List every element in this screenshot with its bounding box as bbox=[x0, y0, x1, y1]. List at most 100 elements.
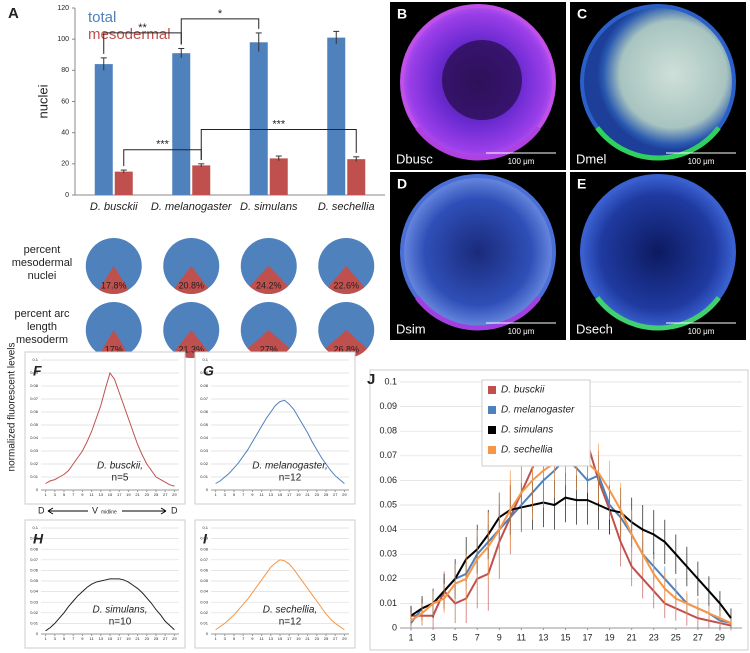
x-tick-label: 3 bbox=[431, 632, 436, 642]
x-tick-label: 19 bbox=[126, 636, 131, 641]
caption-species: D. melanogaster, bbox=[252, 461, 328, 472]
embryo-edge bbox=[595, 126, 721, 161]
y-tick-label: 60 bbox=[61, 98, 69, 105]
caption-n: n=5 bbox=[112, 473, 129, 484]
x-tick-label: 27 bbox=[693, 632, 703, 642]
x-tick-label: 13 bbox=[269, 636, 274, 641]
y-tick-label: 0.07 bbox=[379, 450, 397, 460]
x-tick-label: 19 bbox=[605, 632, 615, 642]
y-tick-label: 0.05 bbox=[30, 422, 39, 427]
x-tick-label: 27 bbox=[333, 492, 338, 497]
x-tick-label: D. sechellia bbox=[318, 201, 375, 213]
micrograph-name: Dsim bbox=[396, 321, 426, 336]
y-tick-label: 20 bbox=[61, 161, 69, 168]
x-tick-label: 5 bbox=[233, 492, 236, 497]
x-tick-label: 5 bbox=[63, 492, 66, 497]
x-tick-label: 9 bbox=[497, 632, 502, 642]
y-tick-label: 0 bbox=[36, 487, 39, 492]
x-tick-label: 3 bbox=[54, 636, 57, 641]
x-tick-label: 21 bbox=[305, 492, 310, 497]
x-tick-label: 11 bbox=[90, 492, 95, 497]
x-tick-label: 23 bbox=[649, 632, 659, 642]
panel-letter: G bbox=[203, 363, 214, 379]
x-tick-label: 17 bbox=[583, 632, 593, 642]
x-tick-label: 5 bbox=[63, 636, 66, 641]
orientation-center: V bbox=[92, 505, 98, 515]
caption-n: n=12 bbox=[279, 617, 302, 628]
pie-slice bbox=[98, 266, 129, 295]
y-axis-label: normalized fluorescent levels bbox=[7, 343, 18, 472]
pie-slice bbox=[173, 330, 209, 358]
y-tick-label: 0.1 bbox=[202, 525, 208, 530]
legend-label: D. melanogaster bbox=[501, 405, 575, 416]
x-tick-label: 23 bbox=[145, 492, 150, 497]
y-tick-label: 120 bbox=[57, 5, 69, 12]
y-tick-label: 0.07 bbox=[30, 396, 39, 401]
y-tick-label: 0.05 bbox=[379, 499, 397, 509]
significance-label: ** bbox=[138, 22, 147, 34]
y-tick-label: 0.05 bbox=[200, 578, 209, 583]
y-tick-label: 0.1 bbox=[384, 376, 397, 386]
x-tick-label: 27 bbox=[163, 636, 168, 641]
series-line bbox=[215, 559, 345, 631]
x-tick-label: 13 bbox=[99, 492, 104, 497]
y-tick-label: 0.08 bbox=[379, 426, 397, 436]
x-tick-label: 21 bbox=[305, 636, 310, 641]
x-tick-label: 17 bbox=[117, 636, 122, 641]
x-tick-label: 1 bbox=[214, 492, 217, 497]
x-tick-label: 1 bbox=[44, 492, 47, 497]
y-tick-label: 0.1 bbox=[32, 525, 38, 530]
y-tick-label: 0.02 bbox=[30, 461, 39, 466]
panel-letter: C bbox=[577, 6, 587, 22]
y-tick-label: 0.08 bbox=[30, 383, 39, 388]
x-tick-label: 7 bbox=[72, 492, 75, 497]
x-tick-label: 1 bbox=[214, 636, 217, 641]
x-tick-label: 3 bbox=[224, 492, 227, 497]
caption-n: n=10 bbox=[109, 617, 132, 628]
x-tick-label: 29 bbox=[172, 492, 177, 497]
y-tick-label: 0.07 bbox=[200, 557, 209, 562]
x-tick-label: 13 bbox=[538, 632, 548, 642]
x-tick-label: 19 bbox=[126, 492, 131, 497]
series-line bbox=[215, 399, 345, 484]
panel-letter: I bbox=[203, 531, 208, 547]
series-line bbox=[45, 371, 175, 487]
x-tick-label: 23 bbox=[315, 636, 320, 641]
pie-slice bbox=[174, 266, 209, 294]
yolk bbox=[442, 40, 522, 120]
caption-species: D. simulans, bbox=[92, 605, 147, 616]
x-tick-label: 9 bbox=[81, 636, 84, 641]
significance-bracket bbox=[200, 129, 357, 160]
y-tick-label: 0.07 bbox=[200, 396, 209, 401]
x-tick-label: 15 bbox=[278, 636, 283, 641]
legend-marker bbox=[488, 446, 496, 454]
y-tick-label: 0.09 bbox=[200, 370, 209, 375]
legend-label: D. busckii bbox=[501, 385, 545, 396]
bar bbox=[347, 159, 366, 195]
x-tick-label: 7 bbox=[242, 636, 245, 641]
caption-n: n=12 bbox=[279, 473, 302, 484]
x-tick-label: 25 bbox=[324, 492, 329, 497]
y-tick-label: 0.09 bbox=[200, 536, 209, 541]
x-tick-label: 21 bbox=[135, 636, 140, 641]
y-tick-label: 0.05 bbox=[30, 578, 39, 583]
x-tick-label: 25 bbox=[154, 636, 159, 641]
y-tick-label: 0.06 bbox=[379, 475, 397, 485]
pie-value-label: 27% bbox=[260, 344, 278, 354]
scale-label: 100 μm bbox=[688, 327, 715, 336]
x-tick-label: 9 bbox=[81, 492, 84, 497]
x-tick-label: 25 bbox=[154, 492, 159, 497]
series-line bbox=[410, 496, 732, 619]
y-tick-label: 0.04 bbox=[200, 435, 209, 440]
x-tick-label: 13 bbox=[269, 492, 274, 497]
y-tick-label: 0.02 bbox=[200, 610, 209, 615]
x-tick-label: 29 bbox=[715, 632, 725, 642]
y-tick-label: 0.02 bbox=[379, 573, 397, 583]
x-tick-label: 23 bbox=[145, 636, 150, 641]
x-tick-label: 25 bbox=[671, 632, 681, 642]
pie-value-label: 21.3% bbox=[178, 344, 204, 354]
y-tick-label: 0.1 bbox=[32, 357, 38, 362]
row-label: percent arc length mesoderm bbox=[14, 308, 70, 346]
x-tick-label: 19 bbox=[296, 636, 301, 641]
y-tick-label: 0.06 bbox=[30, 409, 39, 414]
